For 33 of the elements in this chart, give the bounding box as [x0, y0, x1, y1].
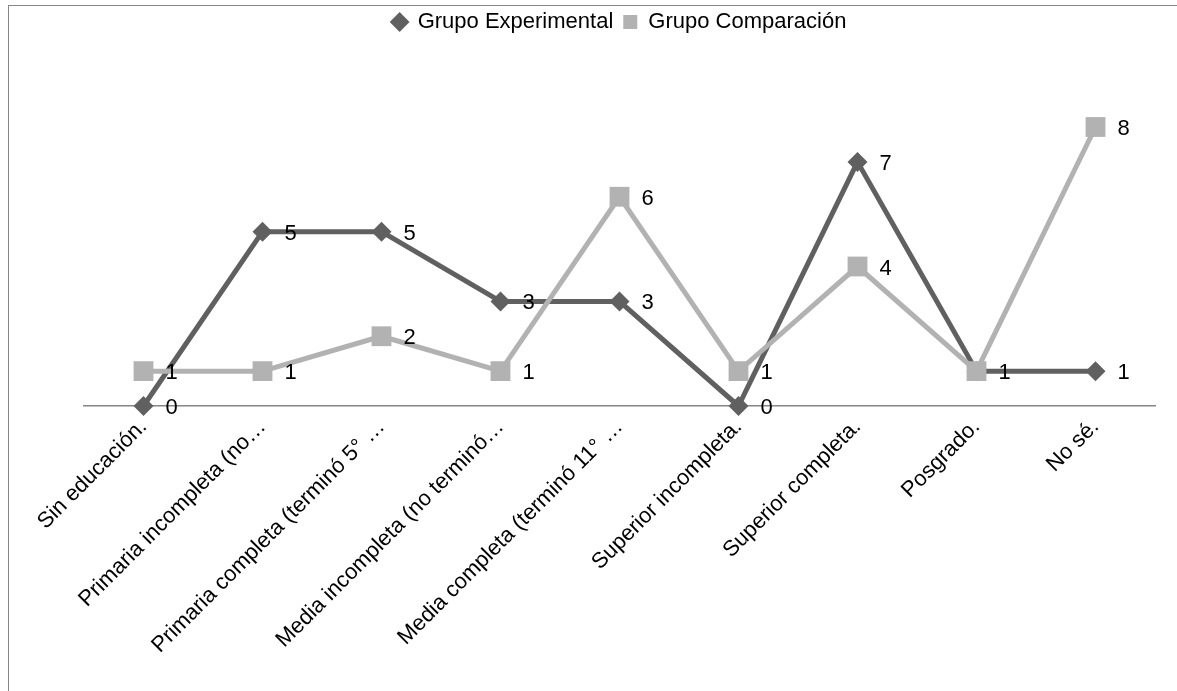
- legend-label: Grupo Experimental: [417, 8, 614, 34]
- legend-label: Grupo Comparación: [648, 8, 847, 34]
- data-label: 1: [1117, 359, 1130, 385]
- point: [252, 361, 273, 382]
- data-label: 8: [1117, 115, 1130, 141]
- point: [847, 151, 868, 172]
- point: [252, 221, 273, 242]
- data-label: 1: [284, 359, 297, 385]
- data-label: 5: [403, 219, 416, 245]
- point: [371, 326, 392, 347]
- point: [728, 396, 749, 416]
- data-label: 1: [165, 359, 178, 385]
- point: [371, 221, 392, 242]
- data-label: 0: [760, 394, 773, 420]
- point: [490, 361, 511, 382]
- point: [609, 291, 630, 312]
- point: [1085, 117, 1106, 137]
- data-label: 0: [165, 394, 178, 420]
- point: [847, 256, 868, 277]
- data-label: 2: [403, 324, 416, 350]
- point: [490, 291, 511, 312]
- data-label: 6: [641, 184, 654, 210]
- point: [1085, 361, 1106, 382]
- data-label: 1: [760, 359, 773, 385]
- data-label: 4: [879, 254, 892, 280]
- x-tick-label: No sé.: [1040, 413, 1104, 477]
- data-label: 1: [522, 359, 535, 385]
- data-label: 3: [641, 289, 654, 315]
- point: [728, 361, 749, 382]
- data-label: 7: [879, 149, 892, 175]
- point: [133, 361, 154, 382]
- point: [609, 186, 630, 207]
- point: [133, 396, 154, 416]
